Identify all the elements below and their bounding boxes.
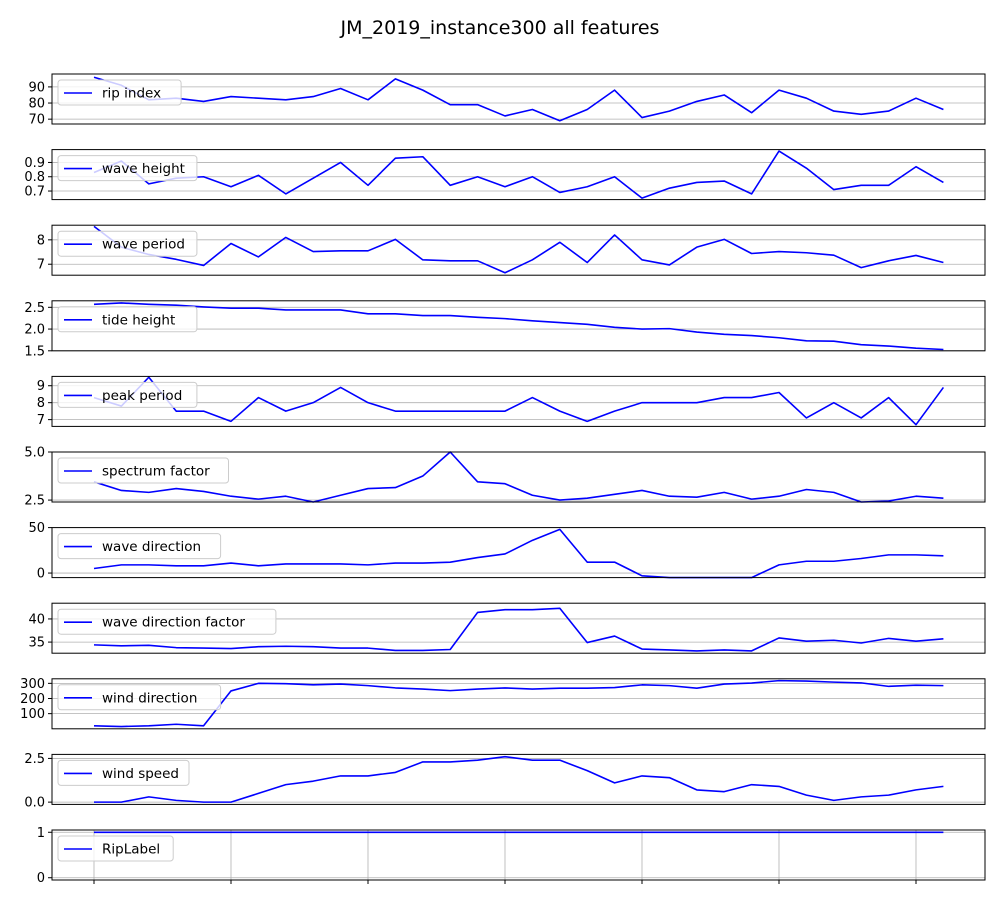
legend: wind speed xyxy=(57,759,190,786)
ytick-label: 5.0 xyxy=(24,446,45,461)
ytick-label: 50 xyxy=(28,521,45,536)
ytick-label: 2.5 xyxy=(24,752,45,767)
ytick-label: 70 xyxy=(28,113,45,128)
ytick-label: 40 xyxy=(28,612,45,627)
axes-frame xyxy=(51,149,986,201)
legend-box xyxy=(57,684,222,711)
ytick-label: 200 xyxy=(20,692,45,707)
legend: wave period xyxy=(57,230,198,257)
ytick-label: 2.5 xyxy=(24,301,45,316)
ytick-label: 300 xyxy=(20,677,45,692)
ytick-label: 9 xyxy=(37,379,45,394)
legend: tide height xyxy=(57,306,198,333)
legend: spectrum factor xyxy=(57,457,229,484)
legend-label: wave direction xyxy=(102,539,201,555)
series-line-peak-period xyxy=(93,376,945,426)
legend-box xyxy=(57,155,198,182)
axes-frame xyxy=(51,678,986,730)
ytick-label: 100 xyxy=(20,707,45,722)
axes-frame xyxy=(51,753,986,805)
series-line-spectrum-factor xyxy=(93,451,944,503)
legend: wind direction xyxy=(57,684,222,711)
legend: wave height xyxy=(57,155,198,182)
subplot-10: 0.0 2.5 wind speed xyxy=(24,752,986,811)
axes-frame xyxy=(51,829,986,881)
subplot-8: 35 40 wave direction factor xyxy=(28,602,986,654)
series-line-wave-direction xyxy=(93,528,944,579)
legend-box xyxy=(57,533,222,560)
legend-label: tide height xyxy=(102,312,175,328)
legend-label: peak period xyxy=(102,388,182,404)
ytick-label: 0 xyxy=(37,871,45,886)
subplot-11: 0 1 RipLabel xyxy=(37,826,986,886)
series-line-wave-period xyxy=(93,225,944,274)
subplot-2: 0.70.80.9 wave height xyxy=(24,149,986,201)
axes-frame xyxy=(51,300,986,352)
subplot-7: 0 50 wave direction xyxy=(28,521,986,582)
legend-label: wave period xyxy=(102,237,185,253)
legend-box xyxy=(57,608,277,635)
series-line-wind-speed xyxy=(94,755,944,803)
legend: wave direction xyxy=(57,533,222,560)
ytick-label: 0.7 xyxy=(24,185,45,200)
ytick-label: 2.0 xyxy=(24,323,45,338)
subplot-6: 2.5 5.0 spectrum factor xyxy=(24,446,986,509)
series-line-wave-height xyxy=(93,150,944,199)
axes-frame xyxy=(51,73,986,125)
legend-box xyxy=(57,457,229,484)
axes-frame xyxy=(51,451,986,503)
ytick-label: 0 xyxy=(37,567,45,582)
legend: rip index xyxy=(57,79,182,106)
series-line-wave-direction-factor xyxy=(93,607,944,652)
legend: peak period xyxy=(57,381,198,408)
axes-frame xyxy=(51,375,986,427)
axes-frame xyxy=(51,602,986,654)
legend-label: spectrum factor xyxy=(102,464,210,480)
ytick-label: 2.5 xyxy=(24,494,45,509)
legend-box xyxy=(57,381,198,408)
legend-box xyxy=(57,759,190,786)
legend-label: wave direction factor xyxy=(102,615,245,631)
legend: wave direction factor xyxy=(57,608,277,635)
subplot-5: 7 8 9 peak period xyxy=(37,375,986,428)
legend-label: wave height xyxy=(102,161,185,177)
ytick-label: 35 xyxy=(28,636,45,651)
legend-label: RipLabel xyxy=(102,842,160,858)
ytick-label: 90 xyxy=(28,80,45,95)
subplot-4: 1.5 2.0 2.5 tide height xyxy=(24,300,986,359)
legend-box xyxy=(57,230,198,257)
legend-label: rip index xyxy=(102,86,161,102)
series-line-rip-index xyxy=(93,76,944,122)
legend-label: wind direction xyxy=(102,690,197,706)
ytick-label: 8 xyxy=(37,233,45,248)
axes-frame xyxy=(51,224,986,276)
legend-label: wind speed xyxy=(102,766,179,782)
ytick-label: 0.8 xyxy=(24,170,45,185)
ytick-label: 7 xyxy=(37,258,45,273)
legend-box xyxy=(57,835,174,862)
legend-box xyxy=(57,306,198,333)
axes-frame xyxy=(51,527,986,579)
ytick-label: 0.9 xyxy=(24,156,45,171)
series-line-wind-direction xyxy=(93,679,944,728)
ytick-label: 8 xyxy=(37,396,45,411)
subplot-3: 7 8 wave period xyxy=(37,224,986,276)
ytick-label: 80 xyxy=(28,97,45,112)
ytick-label: 1 xyxy=(37,826,45,841)
ytick-label: 1.5 xyxy=(24,344,45,359)
ytick-label: 7 xyxy=(37,413,45,428)
series-line-tide-height xyxy=(93,302,944,351)
figure-title: JM_2019_instance300 all features xyxy=(340,17,660,39)
ytick-label: 0.0 xyxy=(24,796,45,811)
legend: RipLabel xyxy=(57,835,174,862)
legend-box xyxy=(57,79,182,106)
